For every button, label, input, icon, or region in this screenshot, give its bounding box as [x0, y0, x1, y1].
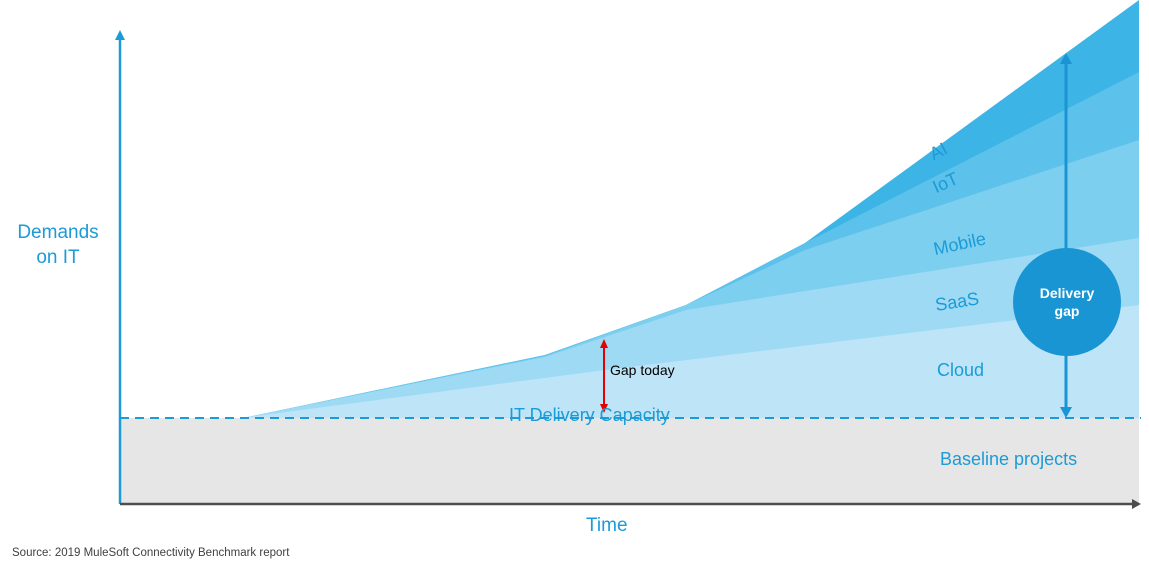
x-axis-label: Time — [586, 515, 628, 536]
delivery-gap-label: Delivery gap — [1039, 285, 1095, 319]
y-axis-label-line-1: Demands — [17, 222, 99, 243]
band-cloud — [248, 305, 1139, 418]
y-axis-label-line-2: on IT — [36, 247, 80, 268]
baseline-area — [120, 418, 1139, 504]
x-axis-arrowhead — [1132, 499, 1141, 509]
segment-label-cloud: Cloud — [937, 360, 985, 380]
source-note: Source: 2019 MuleSoft Connectivity Bench… — [12, 547, 290, 559]
delivery-gap-arrowhead-bottom — [1060, 407, 1072, 418]
baseline-label: Baseline projects — [940, 449, 1078, 469]
delivery-gap-badge: Delivery gap — [1013, 248, 1121, 356]
gap-today-arrowhead-top — [600, 339, 608, 348]
gap-today-label: Gap today — [610, 362, 675, 378]
gap-today-arrowhead-bottom — [600, 404, 608, 413]
y-axis-label: Demands on IT — [14, 220, 102, 270]
y-axis-arrowhead — [115, 30, 125, 40]
capacity-label: IT Delivery Capacity — [509, 405, 670, 425]
delivery-gap-arrowhead-top — [1060, 53, 1072, 64]
